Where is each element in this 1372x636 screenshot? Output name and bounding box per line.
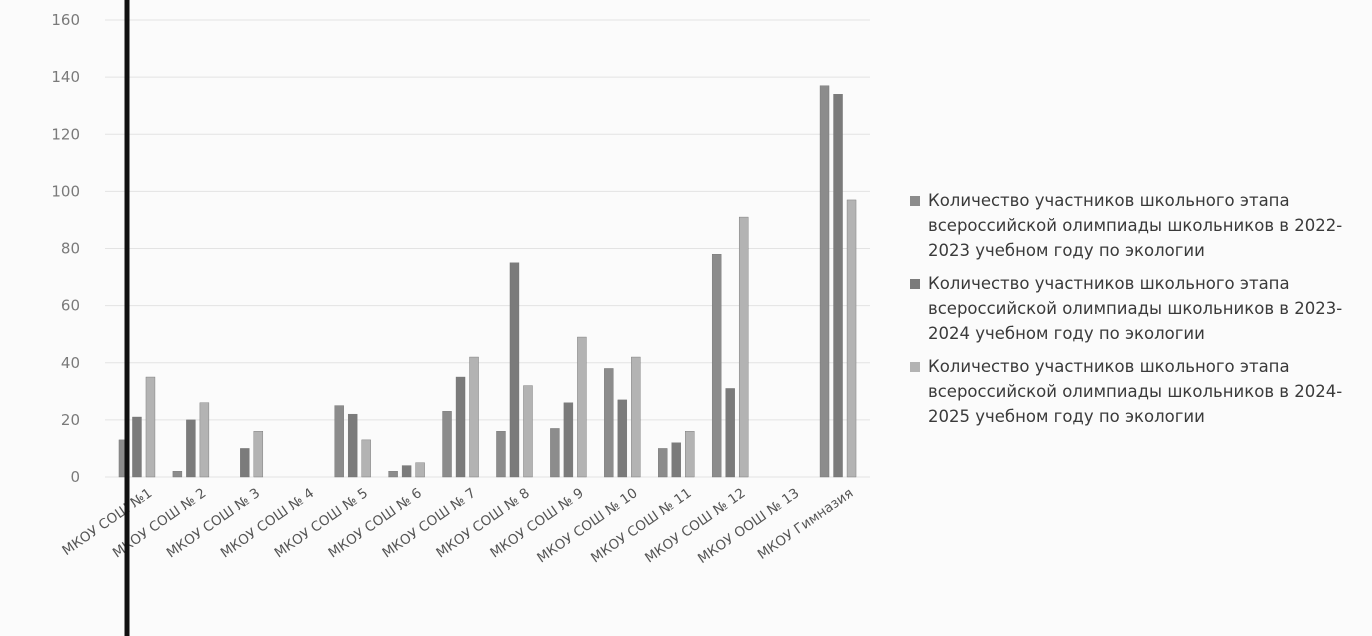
x-tick-label: МКОУ Гимназия bbox=[755, 485, 857, 563]
x-tick-label: МКОУ СОШ № 7 bbox=[379, 485, 478, 561]
bar-series-1 bbox=[604, 368, 614, 478]
bar-series-3 bbox=[199, 402, 210, 478]
bar-series-2 bbox=[455, 376, 466, 478]
bar-series-2 bbox=[401, 465, 412, 478]
bar-series-3 bbox=[415, 462, 425, 478]
bar-series-3 bbox=[631, 356, 641, 478]
bar-series-2 bbox=[725, 388, 735, 478]
y-tick-label: 20 bbox=[61, 411, 80, 429]
y-tick-label: 60 bbox=[61, 297, 80, 315]
y-tick-label: 160 bbox=[51, 11, 80, 29]
bar-series-1 bbox=[172, 471, 183, 478]
bar-series-3 bbox=[361, 439, 371, 478]
bar-series-2 bbox=[347, 413, 358, 478]
x-tick-label: МКОУ СОШ №1 bbox=[59, 485, 155, 559]
y-tick-label: 120 bbox=[51, 125, 80, 143]
legend-label: Количество участников школьного этапа вс… bbox=[928, 191, 1343, 260]
x-tick-label: МКОУ СОШ № 3 bbox=[164, 485, 263, 561]
bar-series-3 bbox=[685, 431, 695, 478]
bar-series-3 bbox=[846, 199, 857, 478]
legend-item-2: Количество участников школьного этапа вс… bbox=[908, 271, 1348, 346]
y-axis-ticks: 0 20 40 60 80 100 120 140 160 bbox=[51, 11, 80, 486]
bar-series-2 bbox=[186, 419, 196, 478]
y-tick-label: 140 bbox=[51, 68, 80, 86]
x-tick-label: МКОУ СОШ № 4 bbox=[218, 485, 317, 561]
bar-series-2 bbox=[240, 448, 250, 478]
legend-item-1: Количество участников школьного этапа вс… bbox=[908, 188, 1348, 263]
bar-series-3 bbox=[577, 336, 587, 478]
bar-series-1 bbox=[658, 448, 668, 478]
gridlines bbox=[105, 19, 870, 478]
bar-series-1 bbox=[550, 428, 560, 478]
legend-label: Количество участников школьного этапа вс… bbox=[928, 357, 1343, 426]
legend-swatch bbox=[910, 279, 920, 289]
y-tick-label: 40 bbox=[61, 354, 80, 372]
legend-item-3: Количество участников школьного этапа вс… bbox=[908, 354, 1348, 429]
legend-swatch bbox=[910, 362, 920, 372]
bar-series-1 bbox=[334, 405, 344, 478]
x-tick-label: МКОУ ООШ № 13 bbox=[695, 485, 802, 567]
bar-series-2 bbox=[617, 399, 628, 478]
bar-series-2 bbox=[132, 416, 142, 478]
x-tick-label: МКОУ СОШ № 8 bbox=[433, 485, 532, 561]
x-tick-label: МКОУ СОШ № 6 bbox=[326, 485, 425, 561]
bar-series-3 bbox=[145, 376, 156, 478]
bar-series-3 bbox=[253, 431, 264, 478]
bar-series-1 bbox=[496, 431, 506, 478]
bar-series-1 bbox=[711, 254, 722, 478]
legend: Количество участников школьного этапа вс… bbox=[908, 188, 1348, 437]
bar-series-2 bbox=[563, 402, 574, 478]
bar-series-3 bbox=[738, 216, 749, 478]
y-tick-label: 100 bbox=[51, 182, 80, 200]
legend-swatch bbox=[910, 196, 920, 206]
x-tick-label: МКОУ СОШ № 10 bbox=[534, 485, 640, 566]
bar-series-1 bbox=[442, 411, 452, 478]
x-tick-label: МКОУ СОШ № 5 bbox=[272, 485, 371, 561]
bar-series-1 bbox=[819, 85, 830, 478]
x-tick-label: МКОУ СОШ № 9 bbox=[487, 485, 586, 561]
bar-series-1 bbox=[388, 471, 398, 478]
bars bbox=[118, 85, 857, 478]
bar-series-2 bbox=[833, 94, 843, 478]
bar-series-3 bbox=[523, 385, 533, 478]
x-tick-label: МКОУ СОШ № 11 bbox=[588, 485, 694, 566]
y-tick-label: 80 bbox=[61, 240, 80, 258]
y-tick-label: 0 bbox=[70, 468, 80, 486]
bar-series-2 bbox=[671, 442, 681, 478]
bar-series-2 bbox=[509, 262, 520, 478]
legend-label: Количество участников школьного этапа вс… bbox=[928, 274, 1343, 343]
bar-series-3 bbox=[469, 356, 479, 478]
